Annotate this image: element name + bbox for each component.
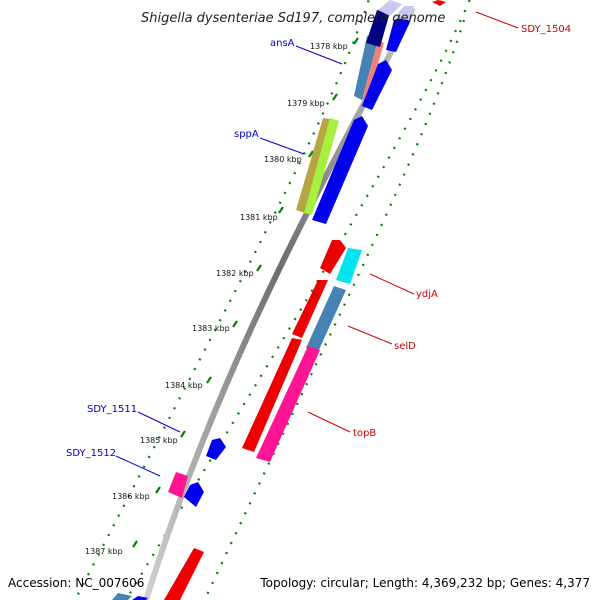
tick-marks-major: [132, 37, 359, 548]
gene-SDY_1512-blue[interactable]: [184, 482, 204, 507]
gene-bottom-red[interactable]: [164, 548, 204, 600]
gene-label-ansA[interactable]: ansA: [270, 38, 295, 49]
kbp-label-1381: 1381 kbp: [240, 213, 278, 222]
gene-upper-1[interactable]: [386, 16, 410, 52]
gene-label-ydjA[interactable]: ydjA: [416, 289, 438, 300]
gene-upper-lavender[interactable]: [394, 6, 414, 20]
gene-label-sppA[interactable]: sppA: [234, 129, 259, 140]
gene-navy[interactable]: [366, 10, 390, 47]
gene-ansA[interactable]: [354, 36, 378, 100]
gene-SDY_1504[interactable]: [432, 0, 446, 6]
page-title: Shigella dysenteriae Sd197, complete gen…: [141, 11, 445, 26]
gene-sppA-lime[interactable]: [304, 118, 339, 215]
gene-SDY_1511[interactable]: [206, 438, 226, 460]
kbp-label-1384: 1384 kbp: [165, 381, 203, 390]
kbp-label-1385: 1385 kbp: [140, 436, 178, 445]
gene-bottom-steel[interactable]: [112, 593, 132, 600]
kbp-label-1383: 1383 kbp: [192, 324, 230, 333]
gene-bottom-blue[interactable]: [132, 596, 148, 600]
gene-label-SDY_1504[interactable]: SDY_1504: [521, 24, 571, 35]
tick-ring-outer: [124, 0, 471, 600]
accession-text: Accession: NC_007606: [8, 576, 144, 590]
kbp-label-1380: 1380 kbp: [264, 155, 302, 164]
kbp-label-1387: 1387 kbp: [85, 547, 123, 556]
leader-lines: [115, 11, 519, 477]
gene-topB[interactable]: [256, 346, 320, 462]
topology-text: Topology: circular; Length: 4,369,232 bp…: [259, 576, 590, 590]
gene-topB-red[interactable]: [242, 338, 302, 452]
gene-ansA-pink[interactable]: [362, 40, 384, 102]
kbp-label-1382: 1382 kbp: [216, 269, 254, 278]
gene-label-SDY_1512[interactable]: SDY_1512: [66, 448, 116, 459]
gene-upper-3[interactable]: [312, 116, 368, 224]
gene-ydjA[interactable]: [336, 248, 362, 284]
kbp-label-1386: 1386 kbp: [112, 492, 150, 501]
gene-upper-red-1[interactable]: [320, 240, 346, 274]
gene-lavender[interactable]: [378, 0, 402, 16]
gene-label-topB[interactable]: topB: [353, 428, 376, 439]
kbp-label-1379: 1379 kbp: [287, 99, 325, 108]
gene-label-selD[interactable]: selD: [394, 341, 416, 352]
gene-label-SDY_1511[interactable]: SDY_1511: [87, 404, 137, 415]
gene-SDY_1512[interactable]: [168, 472, 188, 498]
gene-selD[interactable]: [306, 286, 346, 352]
tick-ring-inner: [73, 0, 370, 600]
gene-upper-2[interactable]: [362, 60, 392, 110]
kbp-label-1378: 1378 kbp: [310, 42, 348, 51]
gene-selD-red[interactable]: [292, 280, 328, 338]
